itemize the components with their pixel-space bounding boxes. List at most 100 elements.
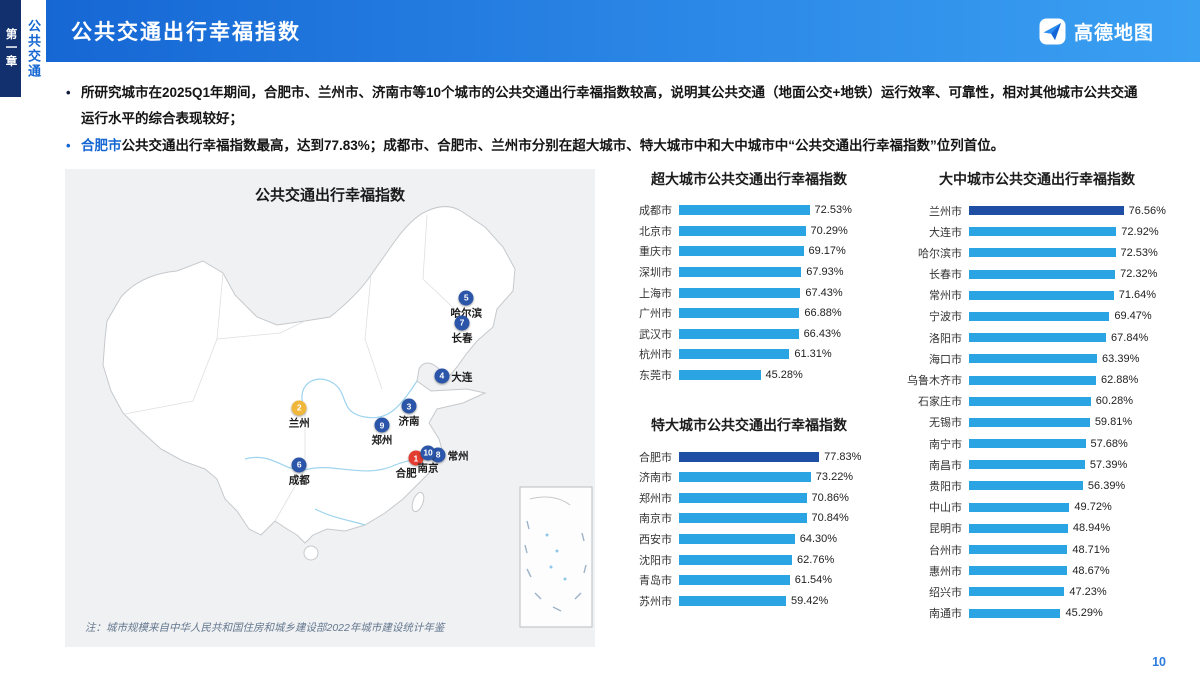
chart-bar (679, 205, 810, 216)
chart-bar-area: 72.53% (679, 204, 877, 216)
chart-category-label: 郑州市 (639, 492, 672, 505)
chart-value-label: 59.42% (790, 594, 829, 607)
map-marker-郑州: 9 郑州 (371, 417, 392, 447)
chart-value-label: 70.86% (811, 491, 849, 504)
chart-value-label: 57.68% (1090, 437, 1128, 450)
map-marker-南京: 10 南京 (418, 445, 439, 474)
chart-category-label: 上海市 (639, 287, 672, 300)
chart-bar-area: 70.29% (679, 225, 877, 237)
chart-row: 大连市 72.92% (903, 221, 1171, 242)
chart-value-label: 48.94% (1072, 522, 1111, 535)
charts-middle-column: 超大城市公共交通出行幸福指数 成都市 72.53% 北京市 70.29% 重庆市 69.1… (621, 169, 877, 647)
chart-value-label: 67.84% (1111, 331, 1149, 344)
chart-bar (679, 328, 799, 339)
chapter-badge: 第一章 (0, 0, 21, 97)
chart-value-label: 48.67% (1072, 564, 1110, 577)
chart-category-label: 昆明市 (929, 523, 962, 536)
chart-bar-area: 72.92% (969, 226, 1171, 238)
chart-bar (969, 566, 1068, 576)
chart-title: 特大城市公共交通出行幸福指数 (651, 417, 847, 434)
chart-bar (679, 554, 792, 565)
chart-row: 武汉市 66.43% (621, 324, 877, 345)
chart-value-label: 73.22% (815, 471, 854, 484)
chart-row: 乌鲁木齐市 62.88% (903, 369, 1171, 390)
map-city-label: 南京 (417, 462, 439, 475)
chart-value-label: 47.23% (1069, 585, 1107, 598)
chart-bar-area: 67.84% (969, 332, 1171, 344)
chart-value-label: 76.56% (1128, 204, 1166, 217)
chart-value-label: 69.17% (808, 245, 846, 258)
chart-category-label: 南京市 (639, 513, 672, 526)
chart-value-label: 62.88% (1101, 374, 1139, 387)
chart-category-label: 大连市 (929, 226, 962, 239)
chart-bar (969, 290, 1114, 300)
chart-row: 石家庄市 60.28% (903, 391, 1171, 412)
chart-bar (969, 227, 1117, 237)
chart-bar (679, 492, 807, 503)
header-bar: 公共交通出行幸福指数 高德地图 (46, 0, 1200, 62)
chart-bar-area: 61.31% (679, 348, 877, 360)
china-map-panel: 公共交通出行幸福指数 (65, 168, 595, 647)
chart-bar (969, 248, 1116, 258)
chart-value-label: 67.43% (805, 286, 843, 299)
chart-row: 北京市 70.29% (621, 221, 877, 242)
chart-value-label: 67.93% (806, 266, 844, 279)
chart-category-label: 乌鲁木齐市 (907, 375, 962, 388)
chart-category-label: 武汉市 (639, 328, 672, 341)
map-city-label: 长春 (451, 332, 473, 345)
chart-bar-area: 66.88% (679, 307, 877, 319)
chart-bar (679, 513, 807, 524)
chart-row: 广州市 66.88% (621, 303, 877, 324)
chart-bar-area: 61.54% (679, 574, 877, 586)
chart-bar-area: 70.86% (679, 492, 877, 504)
map-marker-哈尔滨: 5 哈尔滨 (450, 290, 482, 319)
chart-category-label: 兰州市 (929, 205, 962, 218)
page-number: 10 (1152, 655, 1166, 669)
chart-row: 成都市 72.53% (621, 200, 877, 221)
chart-title: 大中城市公共交通出行幸福指数 (939, 170, 1135, 187)
map-marker-大连: 4 大连 (434, 368, 472, 384)
chart-value-label: 70.84% (811, 512, 849, 525)
section-label: 公共交通 (26, 18, 41, 79)
chart-row: 南宁市 57.68% (903, 433, 1171, 454)
chart-category-label: 南通市 (929, 608, 962, 621)
chart-bar-area: 60.28% (969, 395, 1171, 407)
chart-large-medium-cities: 大中城市公共交通出行幸福指数 兰州市 76.56% 大连市 72.92% 哈尔滨市 72.… (903, 169, 1171, 624)
brand: 高德地图 (1039, 18, 1154, 45)
chart-bar (969, 587, 1065, 597)
chart-value-label: 48.71% (1072, 543, 1110, 556)
chart-mega-cities: 特大城市公共交通出行幸福指数 合肥市 77.83% 济南市 73.22% 郑州市 70.8… (621, 415, 877, 611)
chart-value-label: 60.28% (1095, 395, 1134, 408)
marker-rank-number: 6 (296, 459, 302, 470)
map-marker-长春: 7 长春 (451, 315, 472, 344)
south-china-sea-inset (519, 486, 593, 628)
marker-rank-number: 3 (406, 401, 412, 412)
chart-bar (679, 533, 795, 544)
chart-rows: 成都市 72.53% 北京市 70.29% 重庆市 69.17% 深圳市 67.93% 上海市 6… (621, 200, 877, 385)
chart-bar (679, 246, 804, 257)
bullet-dot: • (66, 85, 71, 100)
summary-bullets: • 所研究城市在2025Q1年期间，合肥市、兰州市、济南市等10个城市的公共交通出… (0, 62, 1200, 169)
chart-bar-area: 62.76% (679, 554, 877, 566)
chart-category-label: 贵阳市 (929, 480, 962, 493)
map-marker-合肥: 1 合肥 (396, 450, 424, 480)
chart-value-label: 72.53% (814, 204, 852, 217)
bullet-dot: • (66, 137, 71, 153)
chart-bar-area: 72.32% (969, 268, 1171, 280)
page-header: 公共交通出行幸福指数 高德地图 (0, 0, 1200, 62)
chart-bar-area: 45.28% (679, 369, 877, 381)
chart-value-label: 57.39% (1089, 458, 1128, 471)
chart-bar-area: 57.68% (969, 438, 1171, 450)
chart-row: 惠州市 48.67% (903, 560, 1171, 581)
chart-row: 济南市 73.22% (621, 467, 877, 488)
chart-row: 昆明市 48.94% (903, 518, 1171, 539)
chart-category-label: 惠州市 (929, 565, 962, 578)
marker-rank-number: 2 (296, 402, 302, 413)
chart-bar (679, 472, 811, 483)
chart-bar (969, 311, 1110, 321)
chart-row: 南昌市 57.39% (903, 454, 1171, 475)
chart-row: 西安市 64.30% (621, 529, 877, 550)
chart-row: 沈阳市 62.76% (621, 549, 877, 570)
chart-row: 郑州市 70.86% (621, 487, 877, 508)
chart-bar-area: 64.30% (679, 533, 877, 545)
